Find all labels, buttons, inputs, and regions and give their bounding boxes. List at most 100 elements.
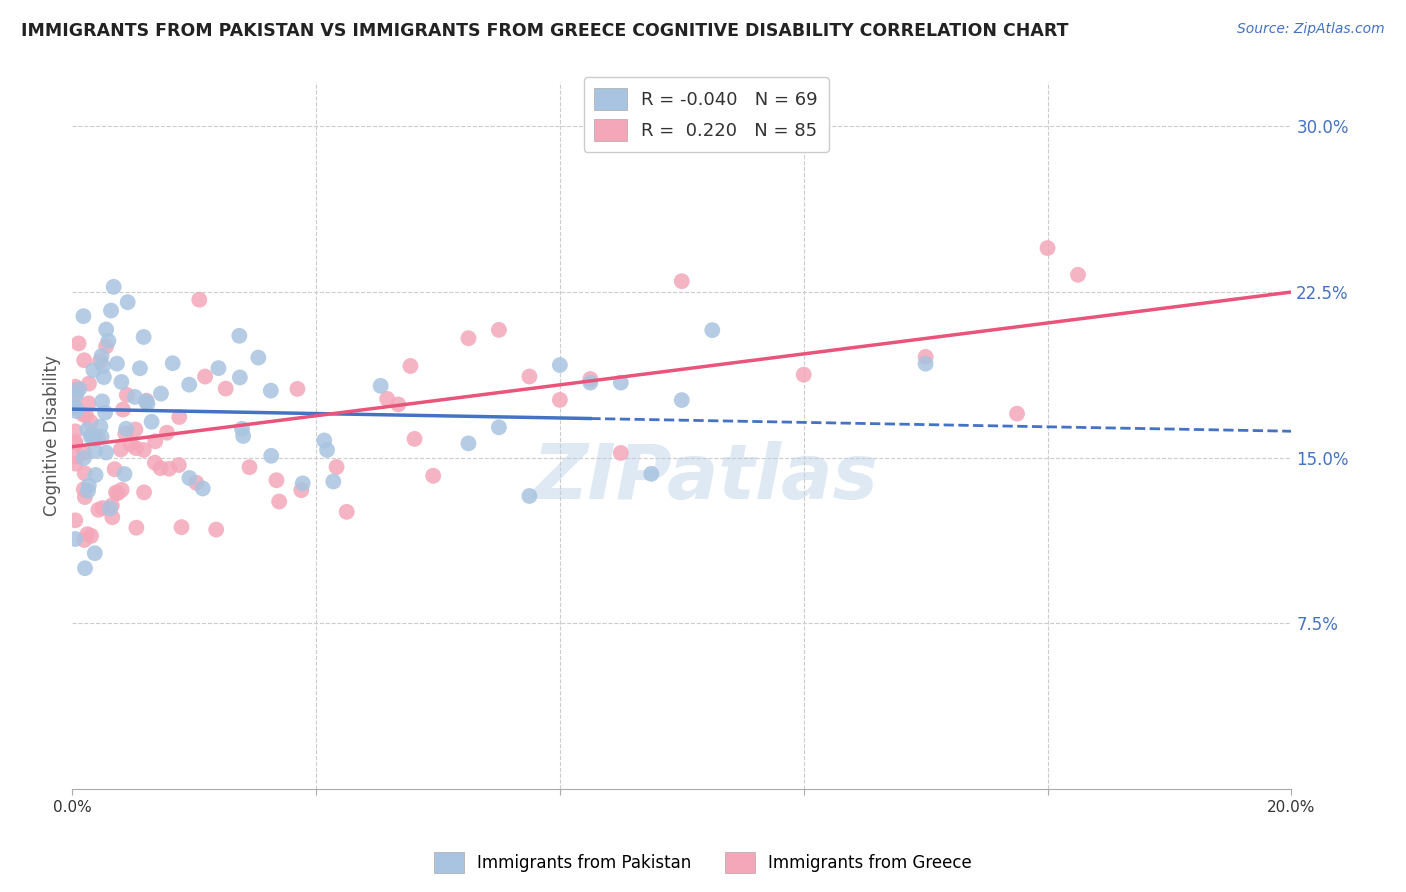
Point [65,389,87,403]
Point [84,467,107,482]
Point [65,380,87,394]
Legend: R = -0.040   N = 69, R =  0.220   N = 85: R = -0.040 N = 69, R = 0.220 N = 85 [583,77,828,152]
Point [124,422,146,436]
Point [314,434,336,448]
Point [610,376,633,390]
Point [640,467,662,481]
Point [67,336,90,351]
Point [914,357,936,371]
Point [100,303,122,318]
Point [65,401,87,415]
Point [132,485,155,500]
Point [143,456,166,470]
Point [170,520,193,534]
Point [65,450,87,464]
Text: ZIPatlas: ZIPatlas [533,441,879,515]
Point [65,436,87,450]
Point [90,430,112,444]
Point [65,457,87,471]
Point [186,475,208,490]
Point [269,494,291,508]
Point [77,376,100,391]
Point [702,323,724,337]
Point [77,478,100,492]
Point [1036,241,1059,255]
Point [143,434,166,449]
Legend: Immigrants from Pakistan, Immigrants from Greece: Immigrants from Pakistan, Immigrants fro… [427,846,979,880]
Point [260,449,283,463]
Point [157,461,180,475]
Point [114,467,136,481]
Point [399,359,422,373]
Point [375,392,398,406]
Point [207,361,229,376]
Point [84,443,107,458]
Point [65,387,87,401]
Point [91,501,114,516]
Point [65,532,87,546]
Point [1067,268,1090,282]
Point [141,415,163,429]
Point [325,460,347,475]
Point [422,468,444,483]
Point [229,370,252,384]
Point [90,349,112,363]
Point [87,503,110,517]
Point [80,529,103,543]
Point [149,461,172,475]
Point [247,351,270,365]
Point [179,377,201,392]
Point [914,350,936,364]
Y-axis label: Cognitive Disability: Cognitive Disability [44,355,60,516]
Point [457,436,479,450]
Point [115,422,138,436]
Point [110,442,132,457]
Point [132,330,155,344]
Point [266,473,288,487]
Point [101,510,124,524]
Point [488,420,510,434]
Point [793,368,815,382]
Point [194,369,217,384]
Point [65,425,87,439]
Point [291,476,314,491]
Point [579,372,602,386]
Point [519,489,541,503]
Point [167,410,190,425]
Point [83,432,105,446]
Point [120,437,142,451]
Point [404,432,426,446]
Point [167,458,190,472]
Point [65,435,87,450]
Point [87,431,110,445]
Point [73,451,96,466]
Point [457,331,479,345]
Point [136,397,159,411]
Point [610,446,633,460]
Point [94,445,117,459]
Point [94,405,117,419]
Point [73,561,96,575]
Point [89,419,111,434]
Point [73,490,96,504]
Point [77,483,100,498]
Point [232,429,254,443]
Point [290,483,312,498]
Point [488,323,510,337]
Point [149,386,172,401]
Point [135,393,157,408]
Point [125,521,148,535]
Point [1005,407,1028,421]
Point [94,339,117,353]
Point [117,295,139,310]
Text: Source: ZipAtlas.com: Source: ZipAtlas.com [1237,22,1385,37]
Point [231,422,253,436]
Point [66,383,89,397]
Point [387,397,409,411]
Point [91,394,114,409]
Point [316,442,339,457]
Point [105,485,128,500]
Point [671,393,693,408]
Point [72,407,94,421]
Point [188,293,211,307]
